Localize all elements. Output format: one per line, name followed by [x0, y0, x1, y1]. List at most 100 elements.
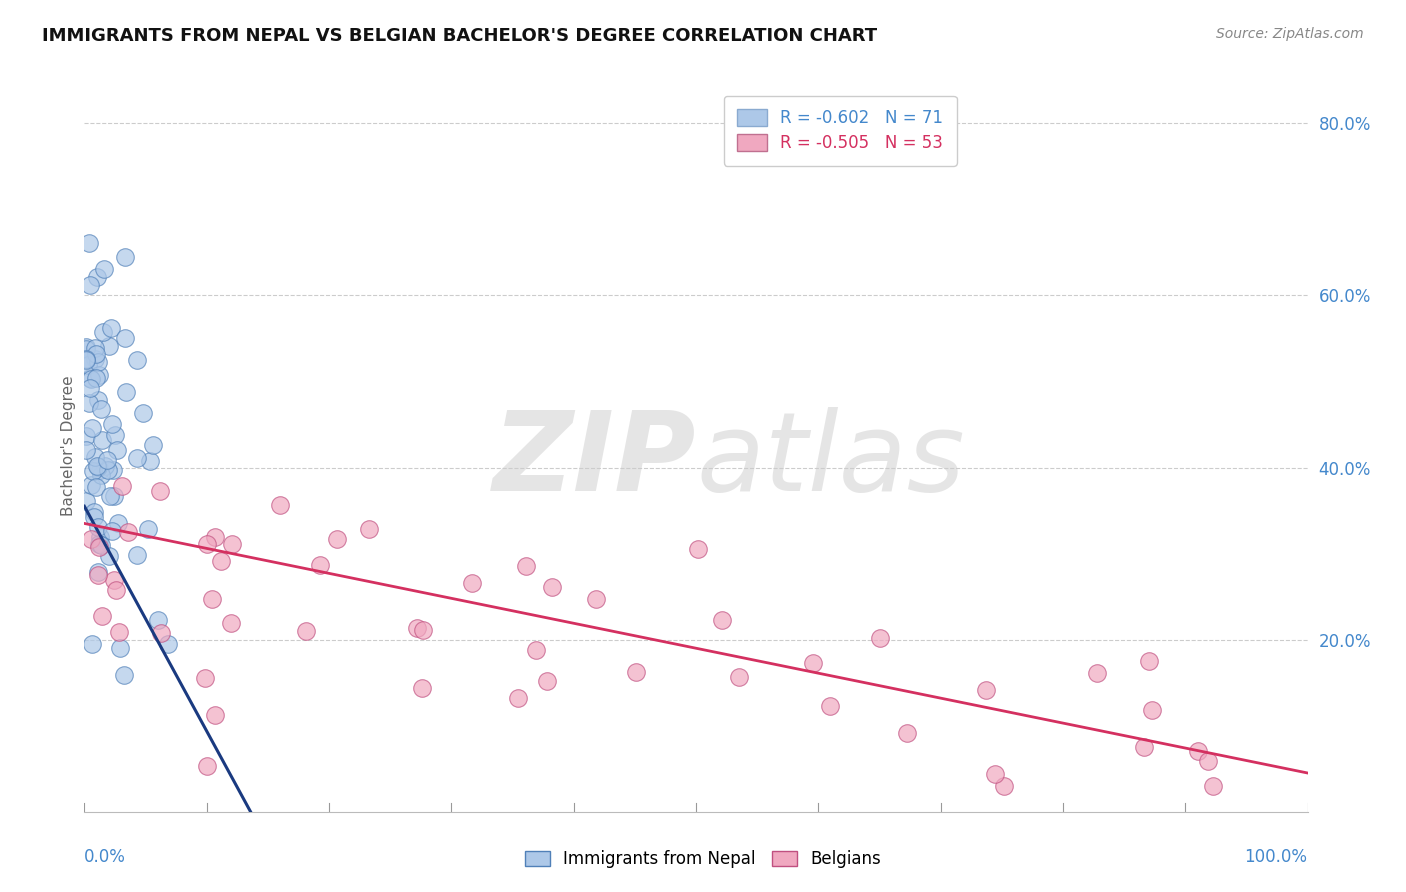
- Point: [411, 681, 433, 696]
- Point: [84, 352, 107, 367]
- Point: [97, 339, 120, 353]
- Point: [1137, 654, 1160, 668]
- Point: [80, 532, 103, 546]
- Text: ZIP: ZIP: [492, 407, 696, 514]
- Point: [75, 442, 97, 457]
- Point: [624, 665, 647, 680]
- Point: [103, 573, 125, 587]
- Point: [195, 537, 218, 551]
- Point: [204, 707, 226, 722]
- Point: [75, 429, 97, 443]
- Point: [108, 625, 131, 640]
- Point: [801, 656, 824, 670]
- Point: [76, 358, 98, 372]
- Point: [108, 641, 131, 656]
- Point: [308, 558, 330, 573]
- Point: [79, 381, 101, 395]
- Point: [87, 520, 110, 534]
- Point: [79, 235, 101, 250]
- Point: [325, 533, 347, 547]
- Point: [461, 576, 484, 591]
- Point: [536, 674, 558, 689]
- Point: [405, 622, 427, 636]
- Point: [412, 623, 434, 637]
- Point: [100, 321, 122, 335]
- Point: [139, 453, 162, 467]
- Point: [86, 355, 108, 369]
- Point: [993, 779, 1015, 793]
- Point: [515, 559, 537, 574]
- Point: [75, 352, 97, 367]
- Point: [89, 462, 111, 476]
- Point: [87, 459, 110, 474]
- Point: [101, 417, 124, 432]
- Text: 100.0%: 100.0%: [1244, 848, 1308, 866]
- Point: [83, 341, 105, 355]
- Text: atlas: atlas: [696, 407, 965, 514]
- Point: [90, 538, 112, 552]
- Point: [75, 342, 97, 356]
- Point: [117, 524, 139, 539]
- Point: [89, 537, 111, 551]
- Point: [201, 591, 224, 606]
- Point: [132, 406, 155, 420]
- Point: [87, 567, 110, 582]
- Point: [93, 262, 115, 277]
- Point: [82, 464, 104, 478]
- Legend: R = -0.602   N = 71, R = -0.505   N = 53: R = -0.602 N = 71, R = -0.505 N = 53: [724, 96, 956, 166]
- Point: [209, 554, 232, 568]
- Point: [125, 450, 148, 465]
- Point: [1133, 739, 1156, 754]
- Y-axis label: Bachelor's Degree: Bachelor's Degree: [60, 376, 76, 516]
- Point: [100, 524, 122, 538]
- Text: IMMIGRANTS FROM NEPAL VS BELGIAN BACHELOR'S DEGREE CORRELATION CHART: IMMIGRANTS FROM NEPAL VS BELGIAN BACHELO…: [42, 27, 877, 45]
- Point: [87, 540, 110, 554]
- Text: 0.0%: 0.0%: [84, 848, 127, 866]
- Point: [77, 396, 100, 410]
- Point: [86, 393, 108, 408]
- Point: [104, 583, 127, 598]
- Point: [1085, 665, 1108, 680]
- Point: [82, 421, 104, 435]
- Point: [219, 615, 242, 630]
- Point: [974, 683, 997, 698]
- Point: [112, 668, 135, 682]
- Point: [204, 530, 226, 544]
- Point: [541, 580, 564, 594]
- Text: Source: ZipAtlas.com: Source: ZipAtlas.com: [1216, 27, 1364, 41]
- Point: [127, 548, 149, 562]
- Point: [221, 537, 243, 551]
- Point: [524, 642, 547, 657]
- Point: [75, 494, 97, 508]
- Point: [90, 608, 112, 623]
- Point: [79, 278, 101, 293]
- Point: [127, 352, 149, 367]
- Point: [984, 767, 1007, 781]
- Point: [83, 450, 105, 464]
- Point: [114, 250, 136, 264]
- Point: [103, 489, 125, 503]
- Point: [97, 463, 120, 477]
- Point: [688, 541, 710, 556]
- Point: [149, 483, 172, 498]
- Point: [83, 504, 105, 518]
- Point: [142, 438, 165, 452]
- Point: [269, 498, 291, 512]
- Point: [896, 726, 918, 740]
- Point: [115, 385, 138, 400]
- Point: [83, 510, 105, 524]
- Point: [1140, 703, 1163, 717]
- Point: [114, 331, 136, 345]
- Point: [195, 758, 218, 772]
- Point: [357, 522, 380, 536]
- Point: [80, 477, 103, 491]
- Point: [150, 626, 173, 640]
- Point: [86, 480, 108, 494]
- Point: [91, 325, 114, 339]
- Point: [90, 467, 112, 482]
- Point: [157, 637, 180, 651]
- Point: [80, 637, 103, 651]
- Point: [93, 459, 115, 474]
- Point: [136, 522, 159, 536]
- Point: [90, 401, 112, 416]
